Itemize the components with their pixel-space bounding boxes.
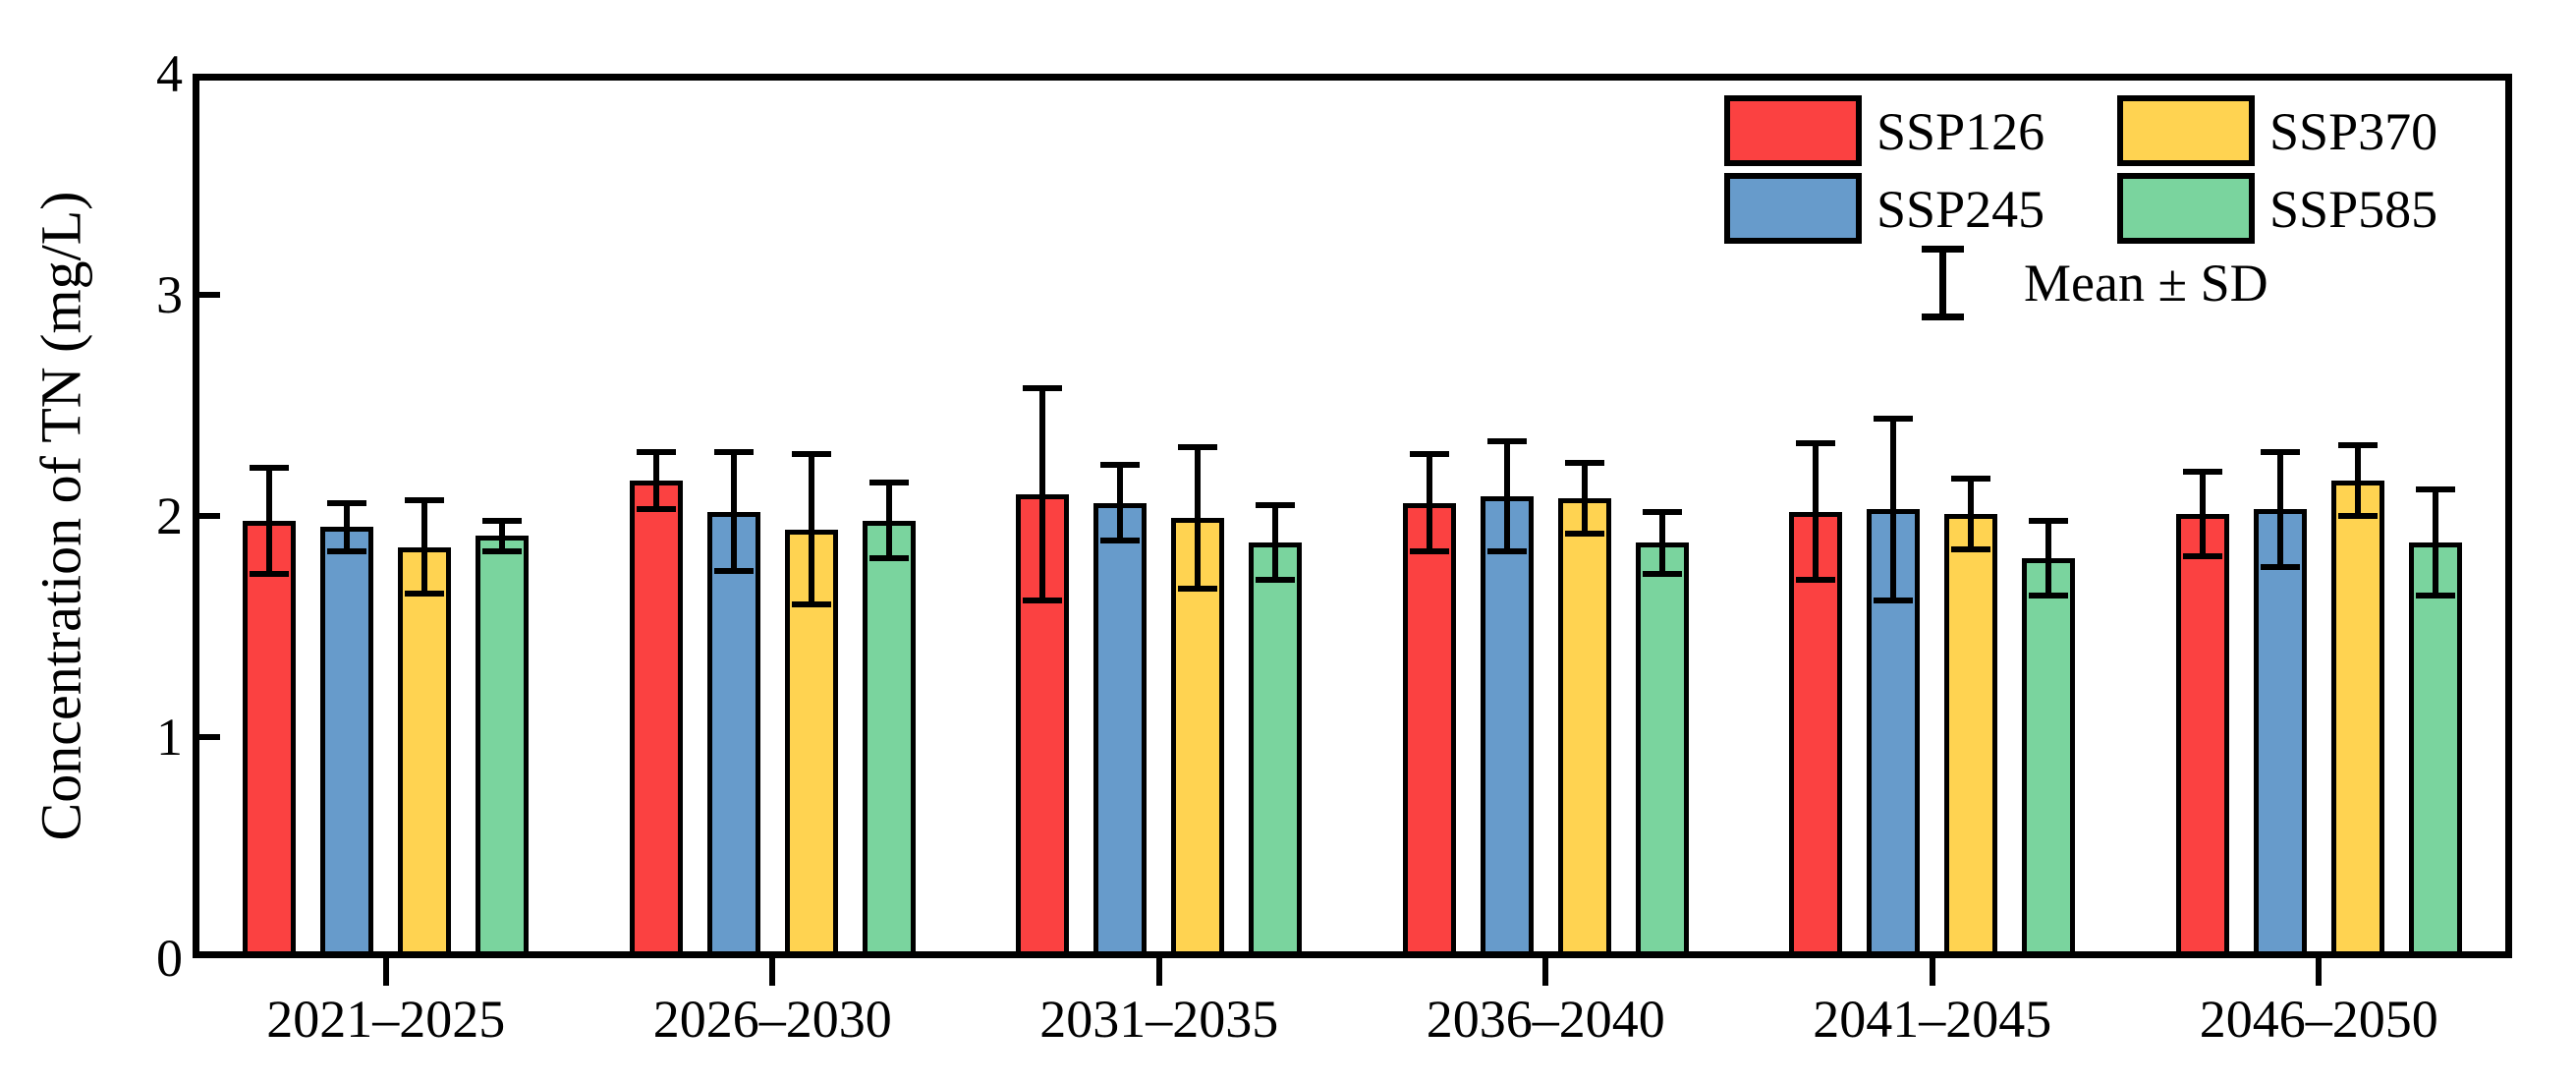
bar-ssp126-group2 [629, 481, 683, 958]
bar-ssp370-group1 [398, 546, 452, 958]
x-category-label-4: 2036–2040 [1426, 990, 1665, 1049]
bar-ssp370-group5 [1944, 513, 1998, 958]
bar-ssp126-group4 [1402, 502, 1456, 958]
x-tick-1 [382, 958, 389, 986]
bar-ssp585-group3 [1249, 542, 1303, 958]
y-tick-label-3: 3 [156, 265, 183, 324]
x-tick-3 [1155, 958, 1162, 986]
legend-swatch-ssp245 [1724, 173, 1862, 244]
bar-ssp245-group1 [320, 527, 374, 958]
y-tick-1 [193, 734, 220, 740]
x-category-label-1: 2021–2025 [266, 990, 506, 1049]
legend-label-ssp245: SSP245 [1876, 180, 2045, 239]
y-tick-3 [193, 292, 220, 298]
bar-ssp585-group6 [2408, 542, 2462, 958]
x-tick-5 [1929, 958, 1935, 986]
bar-ssp585-group4 [1635, 542, 1689, 958]
bar-ssp126-group1 [243, 520, 297, 958]
x-tick-4 [1542, 958, 1549, 986]
y-tick-label-2: 2 [156, 486, 183, 545]
bar-ssp370-group2 [784, 529, 838, 958]
y-tick-label-1: 1 [156, 708, 183, 767]
bar-ssp585-group5 [2022, 557, 2076, 958]
x-category-label-2: 2026–2030 [652, 990, 892, 1049]
legend-swatch-ssp585 [2117, 173, 2255, 244]
bar-ssp245-group6 [2253, 509, 2307, 958]
y-tick-label-4: 4 [156, 44, 183, 103]
bar-ssp585-group1 [476, 536, 530, 958]
bar-ssp245-group3 [1093, 502, 1148, 958]
bars-layer [193, 74, 2512, 958]
legend-label-ssp585: SSP585 [2269, 180, 2438, 239]
bar-ssp245-group2 [706, 511, 760, 958]
bar-ssp245-group4 [1480, 495, 1534, 958]
legend-label-ssp370: SSP370 [2269, 102, 2438, 161]
bar-ssp126-group6 [2175, 513, 2229, 958]
y-tick-label-0: 0 [156, 929, 183, 988]
bar-ssp585-group2 [862, 520, 916, 958]
legend-swatch-ssp126 [1724, 95, 1862, 166]
bar-ssp370-group6 [2330, 481, 2384, 958]
x-category-label-5: 2041–2045 [1813, 990, 2052, 1049]
legend-label-mean-sd: Mean ± SD [2024, 254, 2268, 313]
legend-swatch-ssp370 [2117, 95, 2255, 166]
plot-area [193, 74, 2512, 958]
bar-ssp370-group4 [1557, 498, 1611, 958]
legend-label-ssp126: SSP126 [1876, 102, 2045, 161]
x-tick-6 [2316, 958, 2323, 986]
y-tick-2 [193, 513, 220, 519]
x-category-label-6: 2046–2050 [2199, 990, 2438, 1049]
x-category-label-3: 2031–2035 [1039, 990, 1279, 1049]
x-tick-2 [769, 958, 776, 986]
